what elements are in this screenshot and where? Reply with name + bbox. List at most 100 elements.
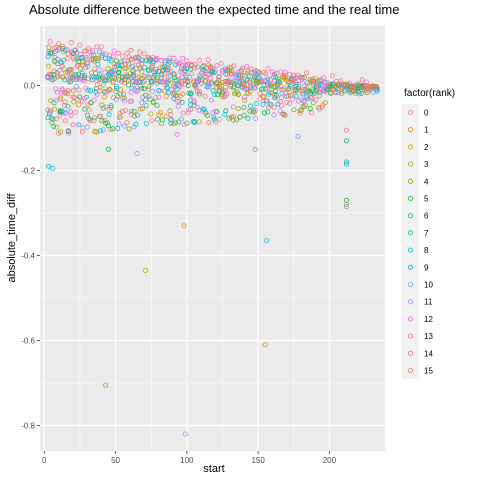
data-point xyxy=(82,73,88,78)
data-point xyxy=(355,81,361,87)
data-point xyxy=(241,105,247,110)
data-point xyxy=(176,78,182,84)
data-point xyxy=(287,83,293,89)
legend-label: 1 xyxy=(424,126,429,135)
data-point xyxy=(81,78,87,84)
data-point xyxy=(55,56,60,62)
data-point xyxy=(121,95,127,101)
data-point xyxy=(154,55,160,61)
data-point xyxy=(154,102,160,108)
x-tick-label: 0 xyxy=(42,456,47,465)
data-point xyxy=(224,80,230,85)
data-point xyxy=(86,76,91,82)
data-point xyxy=(273,88,278,93)
data-point xyxy=(105,146,111,152)
data-point xyxy=(269,90,275,96)
data-point xyxy=(115,50,121,56)
data-point xyxy=(181,122,187,128)
data-point xyxy=(278,84,284,89)
data-point xyxy=(75,62,81,68)
legend-key-box xyxy=(402,121,419,139)
y-tick-label: -0.2 xyxy=(21,167,35,176)
data-point xyxy=(235,69,241,75)
data-point xyxy=(122,98,127,104)
data-point xyxy=(171,71,177,77)
data-point xyxy=(196,119,202,125)
data-point xyxy=(78,51,84,57)
data-point xyxy=(180,55,186,61)
legend-key-circle xyxy=(407,144,413,150)
data-point xyxy=(302,104,307,110)
legend-label: 13 xyxy=(424,332,433,341)
data-point xyxy=(364,79,369,85)
data-point xyxy=(108,103,114,109)
data-point xyxy=(231,84,237,90)
data-point xyxy=(223,84,229,90)
data-point xyxy=(143,103,149,109)
y-tick-label: -0.8 xyxy=(21,422,35,431)
data-point xyxy=(73,109,79,115)
data-point xyxy=(92,66,98,72)
data-point xyxy=(162,70,168,76)
data-point xyxy=(100,105,106,111)
legend-label: 11 xyxy=(424,298,433,307)
legend-key-circle xyxy=(407,230,413,236)
data-point xyxy=(110,126,116,132)
data-point xyxy=(143,267,148,273)
data-point xyxy=(136,74,142,80)
data-point xyxy=(298,107,304,113)
data-point xyxy=(188,97,194,103)
data-point xyxy=(264,238,270,244)
data-point xyxy=(192,62,198,67)
data-point xyxy=(189,63,195,68)
y-axis-ticks: 0.0 -0.2 -0.4 -0.6 -0.8 xyxy=(21,82,40,431)
data-point xyxy=(214,63,220,69)
data-point xyxy=(65,88,71,93)
data-point xyxy=(97,84,103,90)
data-point xyxy=(150,61,156,66)
data-point xyxy=(279,86,285,92)
data-point xyxy=(253,115,258,121)
data-point xyxy=(159,71,165,77)
data-point xyxy=(128,47,134,53)
data-point xyxy=(247,82,253,88)
data-point xyxy=(114,63,120,69)
data-point xyxy=(200,68,205,74)
data-point xyxy=(64,47,70,53)
data-point xyxy=(221,94,227,100)
data-point xyxy=(287,93,293,98)
data-point xyxy=(374,88,380,94)
legend-key-box xyxy=(402,344,419,362)
data-point xyxy=(130,78,136,84)
data-point xyxy=(299,74,305,80)
data-point xyxy=(219,94,225,100)
data-point xyxy=(62,110,68,116)
data-point xyxy=(57,67,63,73)
data-point xyxy=(308,78,314,84)
data-point xyxy=(47,109,53,115)
data-point xyxy=(184,58,190,64)
data-point xyxy=(172,72,178,78)
data-point xyxy=(117,91,123,97)
data-point xyxy=(166,58,172,64)
data-point xyxy=(185,110,191,116)
x-tick-label: 150 xyxy=(251,456,265,465)
data-point xyxy=(170,121,176,127)
data-point xyxy=(234,88,240,94)
data-point xyxy=(102,76,108,82)
data-point xyxy=(297,110,303,116)
data-point xyxy=(143,92,148,98)
data-point xyxy=(113,97,119,102)
data-point xyxy=(106,123,111,129)
data-point xyxy=(295,72,301,78)
data-point xyxy=(121,123,127,129)
data-point xyxy=(242,97,248,103)
data-point xyxy=(265,76,271,82)
data-point xyxy=(268,102,274,108)
data-point xyxy=(141,51,147,57)
legend-key-circle xyxy=(407,367,413,373)
data-point xyxy=(107,52,113,58)
data-point xyxy=(176,119,182,125)
data-point xyxy=(167,108,173,114)
data-point xyxy=(146,86,152,92)
